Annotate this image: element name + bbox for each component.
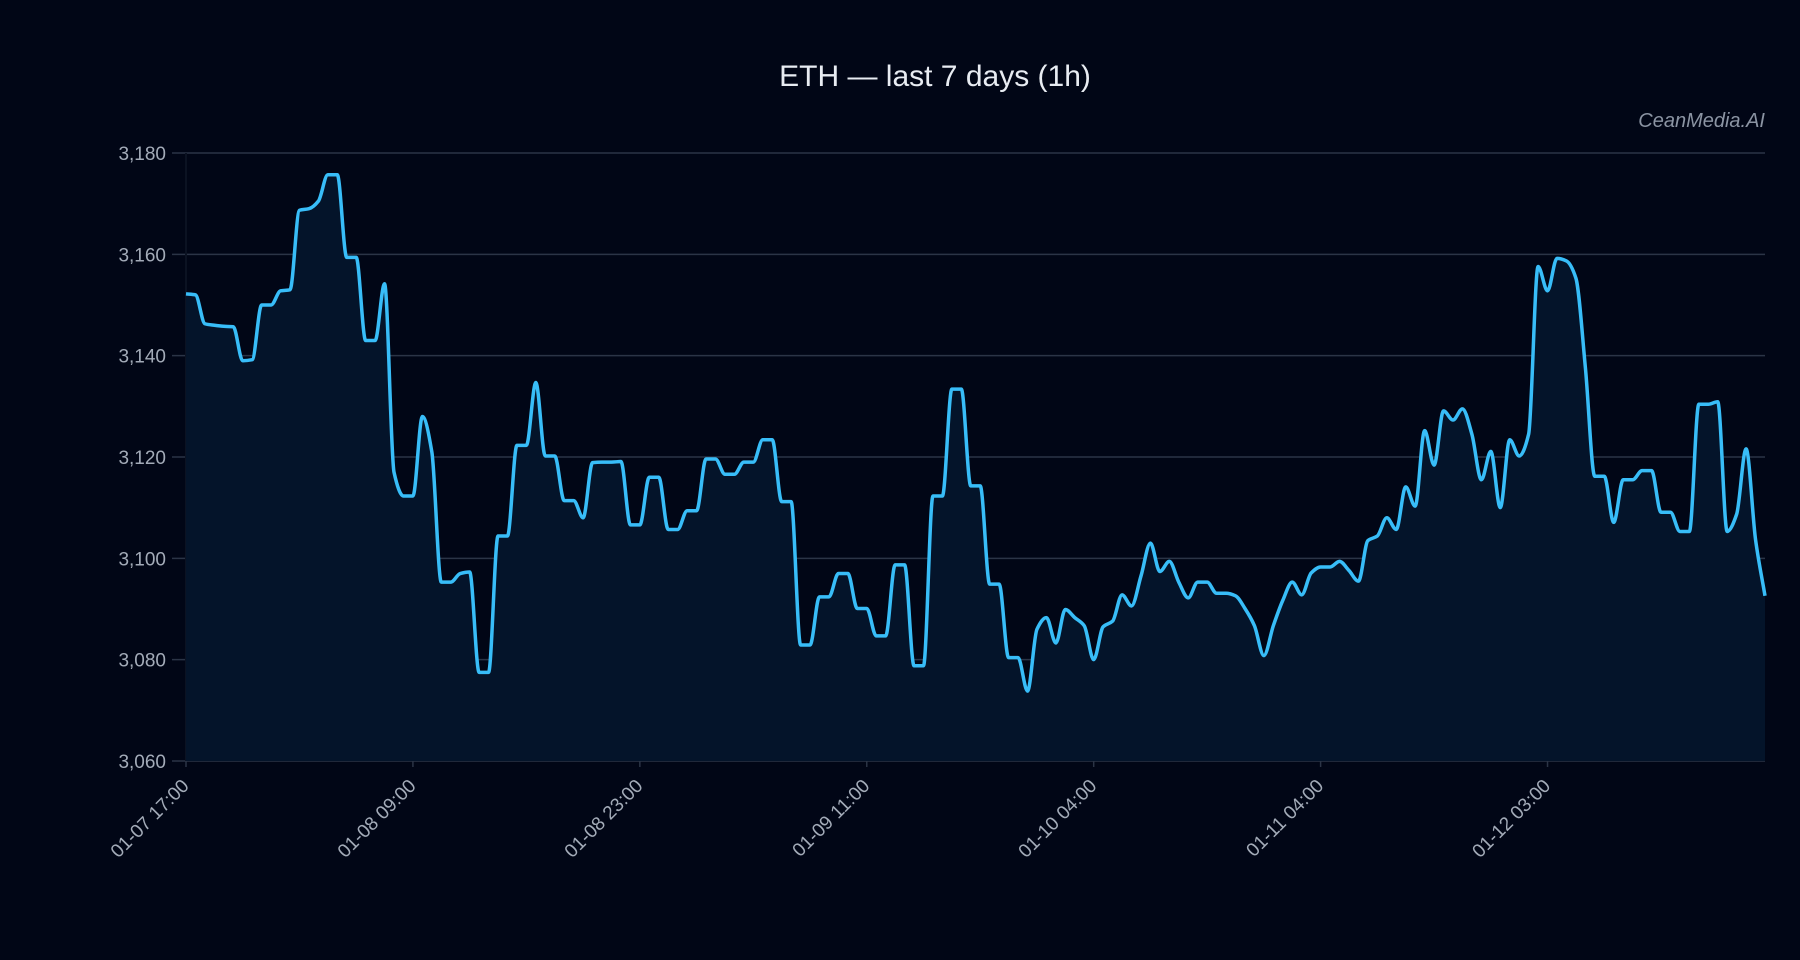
y-tick-label: 3,080 [118,651,166,672]
y-tick-label: 3,120 [118,448,166,469]
y-tick-label: 3,140 [118,347,166,368]
price-area [186,174,1765,761]
y-tick-label: 3,160 [118,245,166,266]
y-tick-label: 3,180 [118,144,166,165]
watermark: CeanMedia.AI [1638,110,1765,132]
y-tick-label: 3,060 [118,752,166,773]
price-line [185,173,1767,693]
y-tick-label: 3,100 [118,549,166,570]
y-axis: 3,060 3,080 3,100 3,120 3,140 3,160 3,180 [118,144,187,773]
chart-title: ETH — last 7 days (1h) [779,60,1091,93]
